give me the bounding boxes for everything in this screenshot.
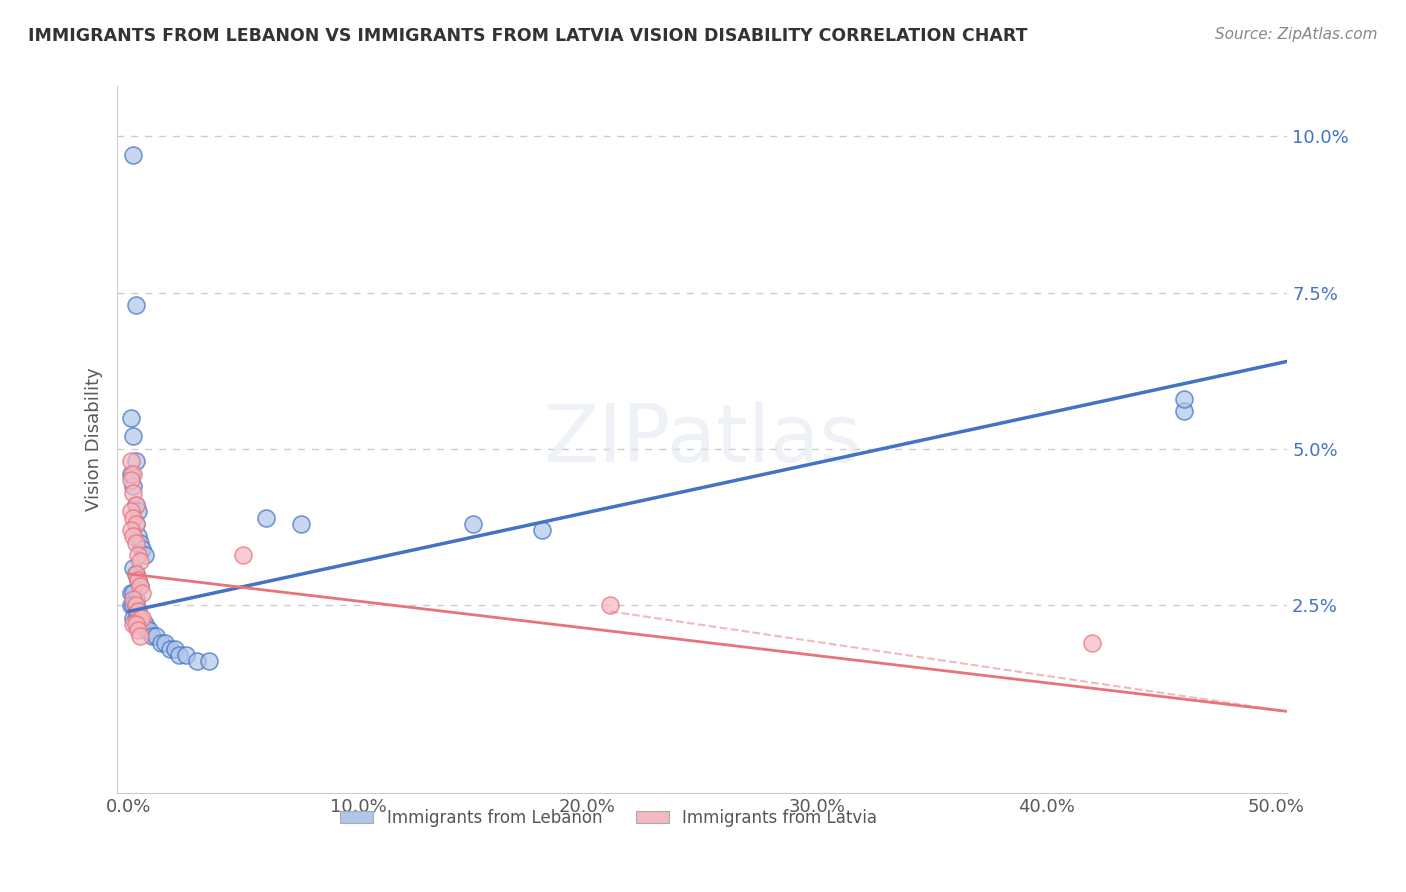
Point	[138, 623, 160, 637]
Point	[131, 610, 153, 624]
Legend: Immigrants from Lebanon, Immigrants from Latvia: Immigrants from Lebanon, Immigrants from…	[333, 803, 884, 834]
Point	[124, 535, 146, 549]
Point	[127, 604, 149, 618]
Point	[124, 298, 146, 312]
Point	[127, 604, 149, 618]
Point	[127, 573, 149, 587]
Text: Source: ZipAtlas.com: Source: ZipAtlas.com	[1215, 27, 1378, 42]
Point	[163, 641, 186, 656]
Text: ZIPatlas: ZIPatlas	[543, 401, 862, 478]
Point	[120, 585, 142, 599]
Point	[124, 516, 146, 531]
Y-axis label: Vision Disability: Vision Disability	[86, 368, 103, 511]
Point	[599, 598, 621, 612]
Point	[461, 516, 484, 531]
Point	[149, 635, 172, 649]
Point	[129, 629, 152, 643]
Point	[122, 591, 145, 606]
Text: IMMIGRANTS FROM LEBANON VS IMMIGRANTS FROM LATVIA VISION DISABILITY CORRELATION : IMMIGRANTS FROM LEBANON VS IMMIGRANTS FR…	[28, 27, 1028, 45]
Point	[124, 598, 146, 612]
Point	[122, 510, 145, 524]
Point	[122, 485, 145, 500]
Point	[122, 467, 145, 481]
Point	[124, 566, 146, 581]
Point	[131, 616, 153, 631]
Point	[122, 479, 145, 493]
Point	[131, 585, 153, 599]
Point	[120, 598, 142, 612]
Point	[530, 523, 553, 537]
Point	[124, 610, 146, 624]
Point	[124, 616, 146, 631]
Point	[124, 498, 146, 512]
Point	[129, 610, 152, 624]
Point	[120, 523, 142, 537]
Point	[122, 598, 145, 612]
Point	[127, 610, 149, 624]
Point	[124, 516, 146, 531]
Point	[120, 504, 142, 518]
Point	[198, 654, 221, 668]
Point	[254, 510, 277, 524]
Point	[124, 598, 146, 612]
Point	[159, 641, 181, 656]
Point	[232, 548, 254, 562]
Point	[1081, 635, 1104, 649]
Point	[186, 654, 208, 668]
Point	[134, 548, 156, 562]
Point	[124, 566, 146, 581]
Point	[129, 616, 152, 631]
Point	[122, 585, 145, 599]
Point	[174, 648, 197, 662]
Point	[134, 616, 156, 631]
Point	[120, 473, 142, 487]
Point	[127, 548, 149, 562]
Point	[120, 467, 142, 481]
Point	[1173, 392, 1195, 406]
Point	[167, 648, 190, 662]
Point	[127, 504, 149, 518]
Point	[122, 560, 145, 574]
Point	[124, 591, 146, 606]
Point	[155, 635, 177, 649]
Point	[145, 629, 167, 643]
Point	[122, 529, 145, 543]
Point	[1173, 404, 1195, 418]
Point	[127, 573, 149, 587]
Point	[122, 610, 145, 624]
Point	[127, 623, 149, 637]
Point	[122, 429, 145, 443]
Point	[131, 541, 153, 556]
Point	[129, 554, 152, 568]
Point	[129, 535, 152, 549]
Point	[122, 148, 145, 162]
Point	[124, 498, 146, 512]
Point	[141, 629, 163, 643]
Point	[120, 410, 142, 425]
Point	[136, 623, 159, 637]
Point	[120, 454, 142, 468]
Point	[129, 579, 152, 593]
Point	[124, 454, 146, 468]
Point	[122, 616, 145, 631]
Point	[129, 579, 152, 593]
Point	[127, 529, 149, 543]
Point	[290, 516, 312, 531]
